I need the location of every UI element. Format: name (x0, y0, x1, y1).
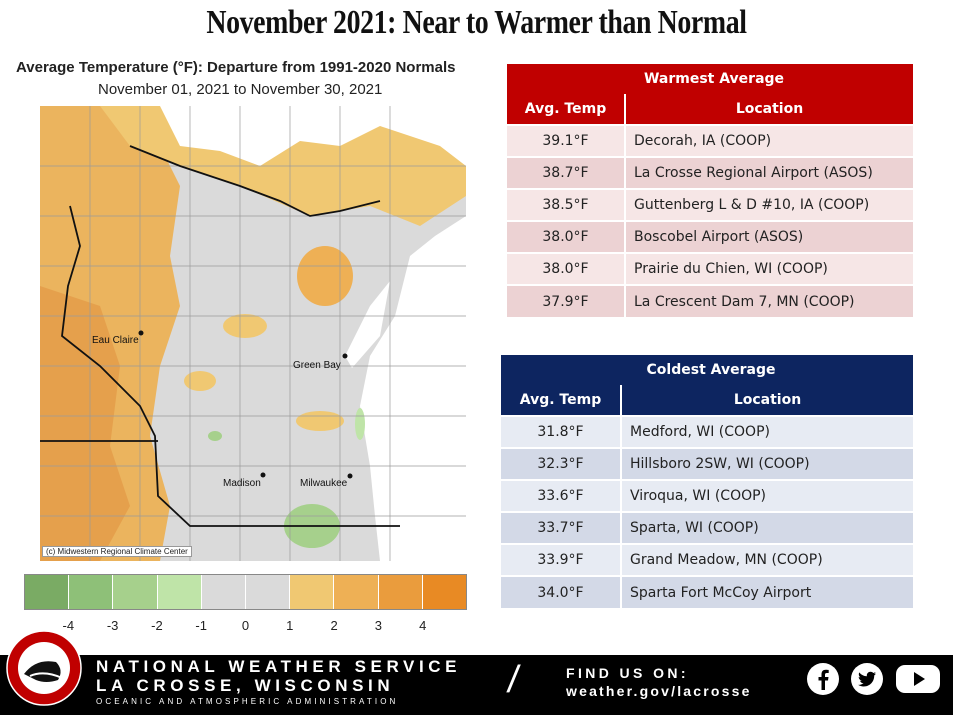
temp-cell: 33.9°F (501, 543, 622, 576)
coldest-caption: Coldest Average (501, 353, 913, 385)
map-credit: (c) Midwestern Regional Climate Center (42, 546, 192, 557)
nws-name: NATIONAL WEATHER SERVICE (96, 657, 462, 676)
temp-cell: 38.0°F (507, 220, 626, 253)
youtube-icon[interactable] (894, 662, 942, 696)
color-legend (24, 574, 467, 610)
table-row: 38.5°F Guttenberg L & D #10, IA (COOP) (507, 188, 913, 221)
legend-swatch (334, 575, 379, 609)
location-cell: Decorah, IA (COOP) (625, 124, 913, 157)
coldest-header-temp: Avg. Temp (501, 385, 622, 416)
temperature-departure-map: Eau Claire Green Bay Madison Milwaukee (40, 106, 466, 561)
table-row: 33.6°F Viroqua, WI (COOP) (501, 479, 913, 512)
legend-ticks: -4 -3 -2 -1 0 1 2 3 4 (24, 618, 467, 634)
temp-cell: 37.9°F (507, 284, 626, 317)
warmest-header-temp: Avg. Temp (507, 94, 626, 125)
city-milwaukee: Milwaukee (300, 478, 348, 489)
location-cell: Medford, WI (COOP) (621, 415, 913, 448)
table-row: 38.0°F Prairie du Chien, WI (COOP) (507, 252, 913, 285)
location-cell: Prairie du Chien, WI (COOP) (625, 252, 913, 285)
temp-cell: 38.5°F (507, 188, 626, 221)
facebook-icon[interactable] (806, 662, 840, 696)
page-title: November 2021: Near to Warmer than Norma… (206, 4, 747, 41)
legend-swatch (157, 575, 202, 609)
warmest-caption: Warmest Average (507, 62, 913, 94)
legend-tick-label: 1 (286, 618, 294, 633)
table-row: 33.7°F Sparta, WI (COOP) (501, 511, 913, 544)
table-row: 31.8°F Medford, WI (COOP) (501, 415, 913, 448)
temp-cell: 34.0°F (501, 575, 622, 608)
table-row: 38.7°F La Crosse Regional Airport (ASOS) (507, 156, 913, 189)
city-green-bay: Green Bay (293, 360, 341, 371)
temp-cell: 38.7°F (507, 156, 626, 189)
warmest-table: Warmest Average Avg. Temp Location 39.1°… (507, 62, 913, 317)
legend-tick-label: -4 (62, 618, 75, 633)
location-cell: Boscobel Airport (ASOS) (625, 220, 913, 253)
location-cell: Viroqua, WI (COOP) (621, 479, 913, 512)
location-cell: Guttenberg L & D #10, IA (COOP) (625, 188, 913, 221)
legend-swatch (378, 575, 423, 609)
legend-swatch (290, 575, 335, 609)
temp-cell: 33.7°F (501, 511, 622, 544)
legend-tick-label: 3 (374, 618, 383, 633)
twitter-icon[interactable] (850, 662, 884, 696)
city-eau-claire: Eau Claire (92, 335, 139, 346)
legend-swatch (69, 575, 114, 609)
legend-tick-label: 2 (330, 618, 338, 633)
legend-swatch (246, 575, 291, 609)
temp-cell: 33.6°F (501, 479, 622, 512)
nws-logo-icon (6, 630, 82, 706)
legend-tick-label: -2 (151, 618, 163, 633)
temp-cell: 38.0°F (507, 252, 626, 285)
table-row: 34.0°F Sparta Fort McCoy Airport (501, 575, 913, 608)
legend-swatch (25, 575, 70, 609)
location-cell: Grand Meadow, MN (COOP) (621, 543, 913, 576)
legend-tick-label: -1 (195, 618, 207, 633)
map-date-range: November 01, 2021 to November 30, 2021 (98, 81, 383, 98)
location-cell: La Crescent Dam 7, MN (COOP) (625, 284, 913, 317)
city-madison: Madison (223, 478, 261, 489)
legend-tick-label: 0 (241, 618, 250, 633)
noaa-subtitle: OCEANIC AND ATMOSPHERIC ADMINISTRATION (96, 697, 399, 706)
map-title: Average Temperature (°F): Departure from… (16, 59, 456, 76)
footer-bar (0, 655, 953, 715)
nws-office: LA CROSSE, WISCONSIN (96, 676, 395, 695)
warmest-header-location: Location (625, 94, 913, 125)
temp-cell: 31.8°F (501, 415, 622, 448)
coldest-header-location: Location (621, 385, 913, 416)
website-link[interactable]: weather.gov/lacrosse (566, 683, 752, 699)
legend-tick-label: 4 (419, 618, 427, 633)
table-row: 39.1°F Decorah, IA (COOP) (507, 124, 913, 157)
legend-swatch (201, 575, 247, 609)
location-cell: Sparta, WI (COOP) (621, 511, 913, 544)
table-row: 33.9°F Grand Meadow, MN (COOP) (501, 543, 913, 576)
legend-swatch (422, 575, 467, 609)
legend-swatch (113, 575, 158, 609)
table-row: 37.9°F La Crescent Dam 7, MN (COOP) (507, 284, 913, 317)
location-cell: La Crosse Regional Airport (ASOS) (625, 156, 913, 189)
legend-tick-label: -3 (106, 618, 119, 633)
find-us-label: FIND US ON: (566, 665, 689, 681)
table-row: 32.3°F Hillsboro 2SW, WI (COOP) (501, 447, 913, 480)
table-row: 38.0°F Boscobel Airport (ASOS) (507, 220, 913, 253)
location-cell: Sparta Fort McCoy Airport (621, 575, 913, 608)
temp-cell: 32.3°F (501, 447, 622, 480)
coldest-table: Coldest Average Avg. Temp Location 31.8°… (501, 353, 913, 608)
location-cell: Hillsboro 2SW, WI (COOP) (621, 447, 913, 480)
temp-cell: 39.1°F (507, 124, 626, 157)
